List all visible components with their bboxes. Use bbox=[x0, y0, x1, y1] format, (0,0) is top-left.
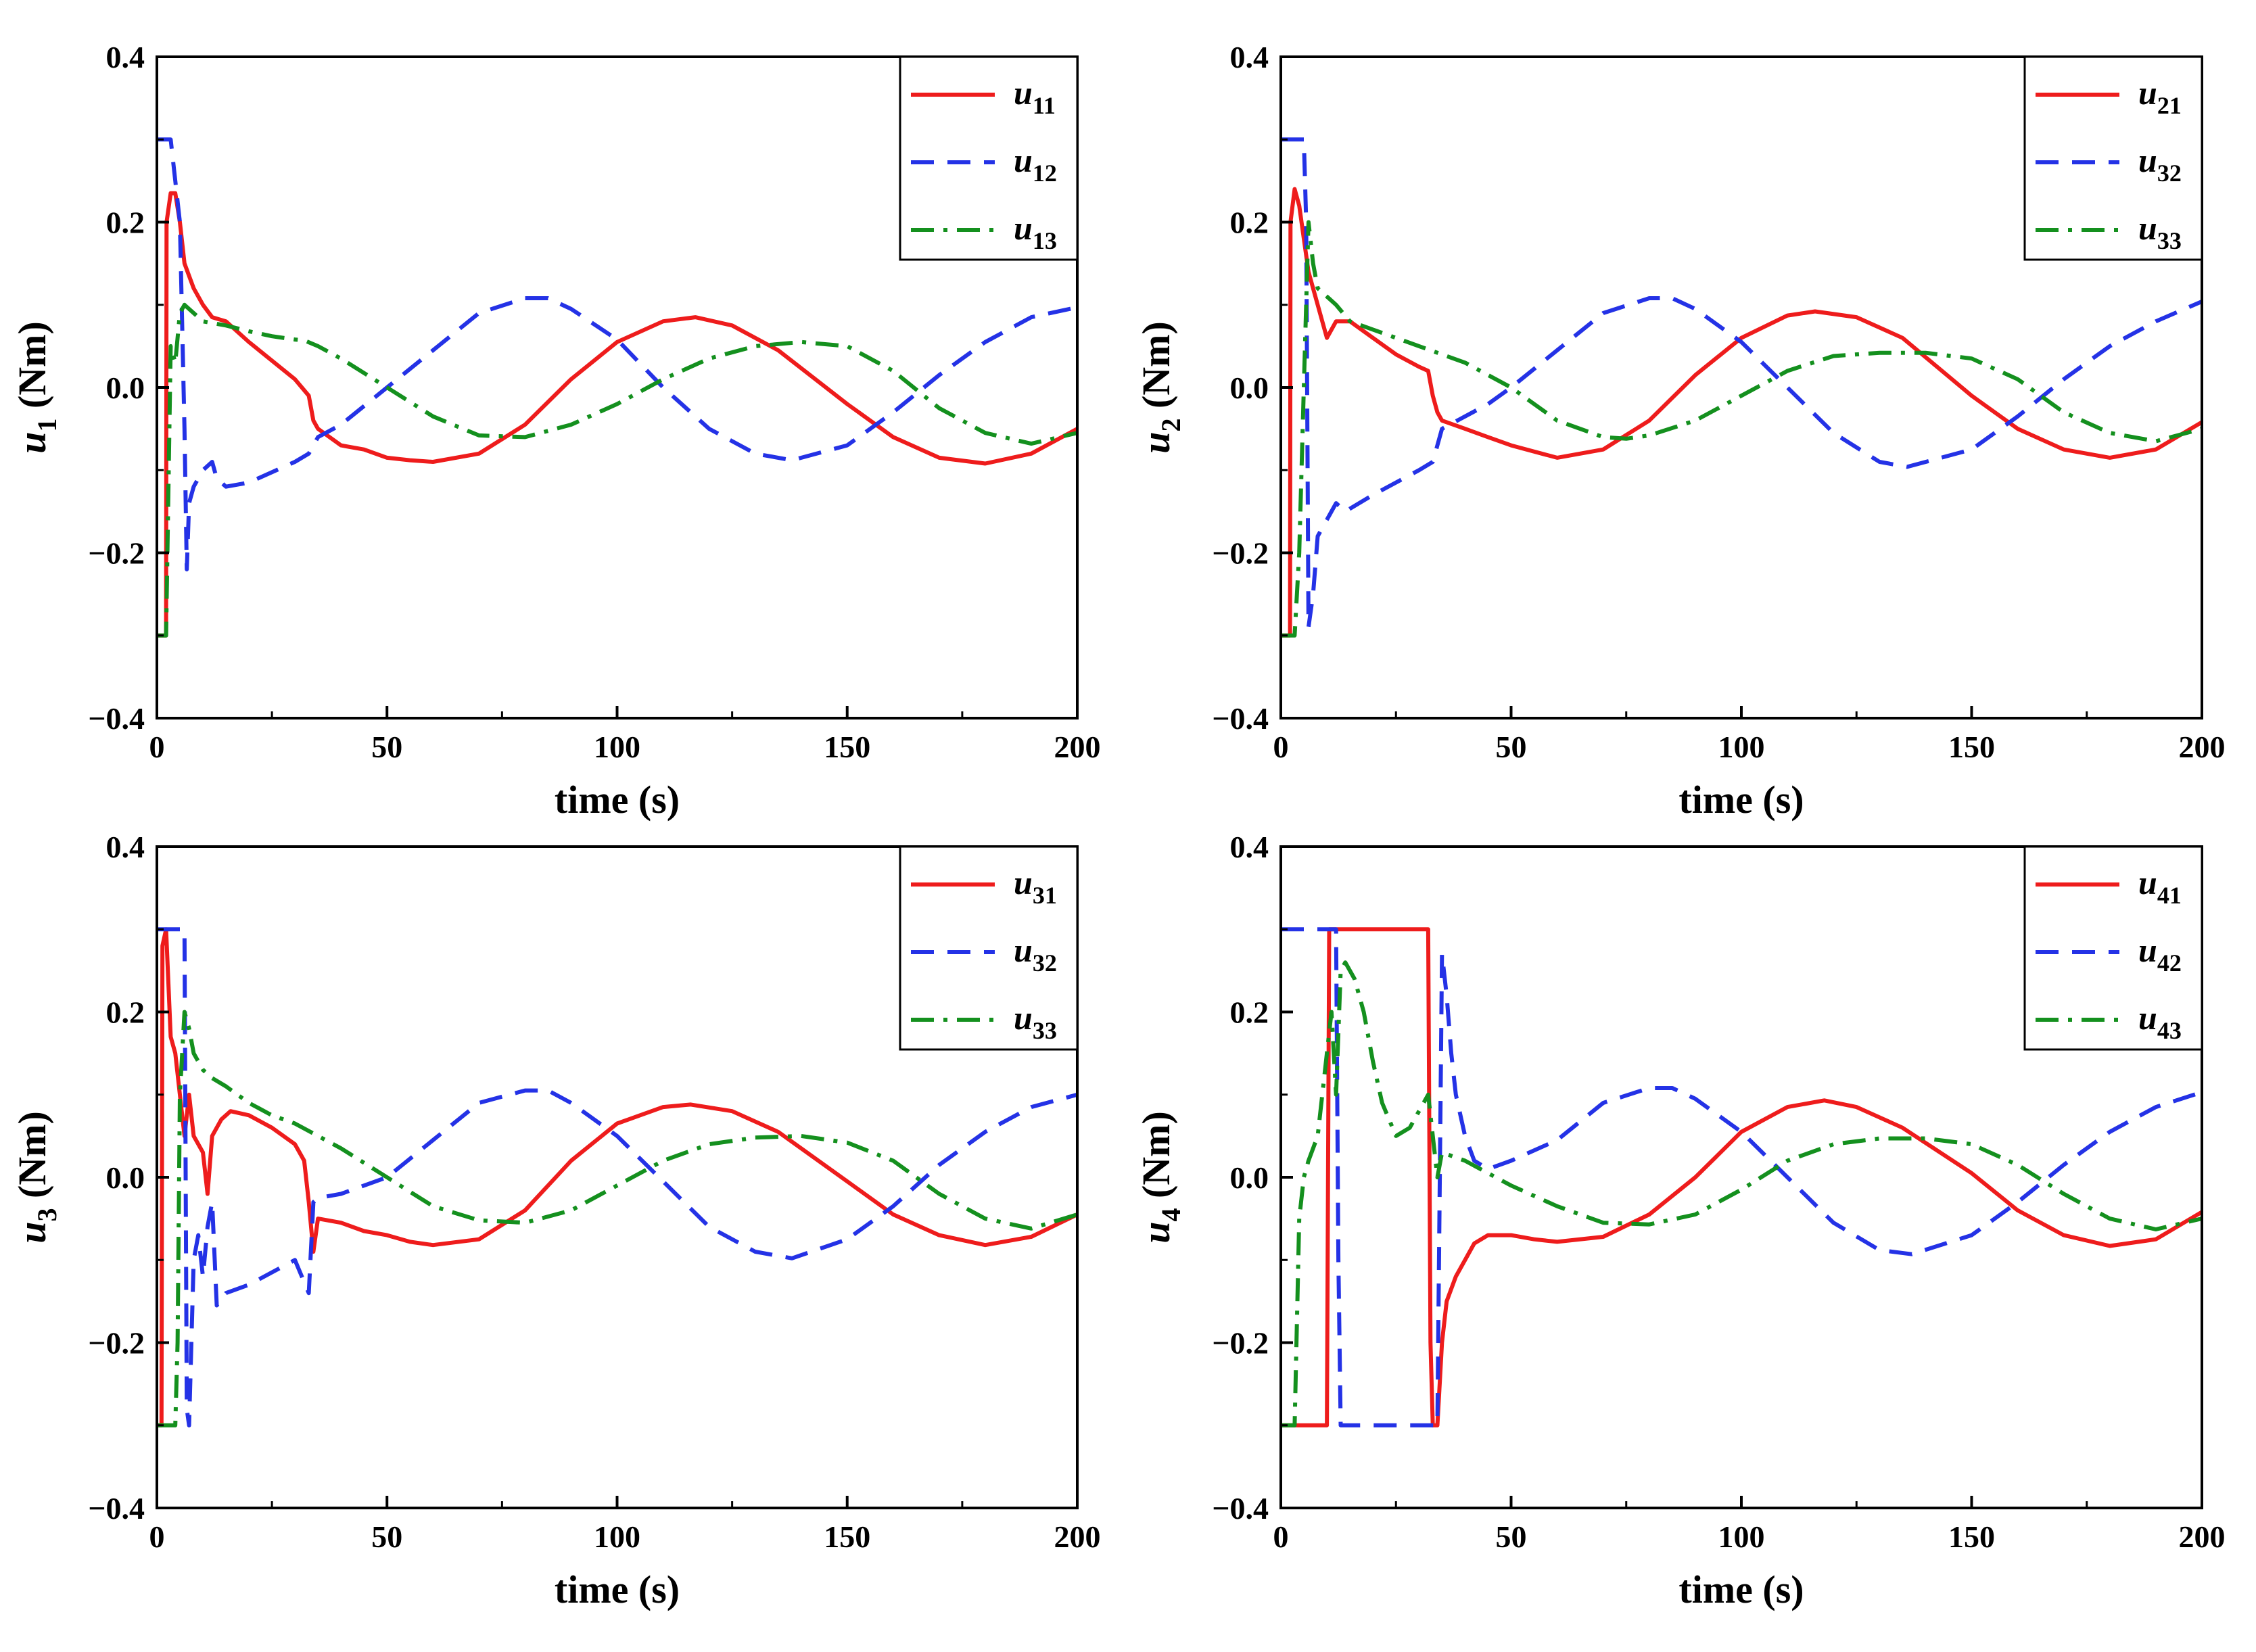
series-line-u12 bbox=[157, 137, 1077, 571]
x-tick-label: 50 bbox=[1496, 730, 1527, 764]
legend-label-u41: u41 bbox=[2138, 864, 2182, 909]
chart-panel-3: 0 50 100 150 200 −0.4 −0.2 0.0 0.2 0.4 time (s) u3 … bbox=[10, 830, 1101, 1611]
y-axis-label: u4 (Nm) bbox=[1134, 1111, 1186, 1244]
legend: u11 u12 u13 bbox=[899, 55, 1079, 261]
x-tick-label: 200 bbox=[2179, 730, 2226, 764]
y-tick-label: 0.4 bbox=[1230, 830, 1269, 864]
legend-box bbox=[899, 55, 1079, 261]
y-tick-label: −0.2 bbox=[88, 536, 145, 571]
x-tick-label: 50 bbox=[1496, 1519, 1527, 1554]
series-lines bbox=[157, 927, 1077, 1427]
y-tick-label: 0.2 bbox=[106, 995, 145, 1030]
x-tick-label: 0 bbox=[1273, 1519, 1289, 1554]
series-line-u33 bbox=[1281, 220, 2202, 638]
x-axis-label: time (s) bbox=[1678, 778, 1804, 822]
legend-box bbox=[2023, 845, 2203, 1051]
legend-label-u33: u33 bbox=[2138, 209, 2182, 254]
x-axis-label: time (s) bbox=[555, 1567, 680, 1611]
x-axis-label: time (s) bbox=[1678, 1567, 1804, 1611]
legend-label-u13: u13 bbox=[1014, 209, 1057, 254]
legend-box bbox=[899, 845, 1079, 1051]
y-tick-label: −0.4 bbox=[1212, 1491, 1269, 1526]
y-tick-label: 0.4 bbox=[106, 40, 145, 74]
x-tick-label: 50 bbox=[371, 730, 402, 764]
legend-box bbox=[2023, 55, 2203, 261]
legend: u31 u32 u33 bbox=[899, 845, 1079, 1051]
legend-label-u21: u21 bbox=[2138, 74, 2182, 119]
series-line-u41 bbox=[1281, 927, 2202, 1427]
y-tick-label: 0.2 bbox=[106, 206, 145, 240]
legend-label-u33: u33 bbox=[1014, 999, 1057, 1044]
series-line-u21 bbox=[1281, 187, 2202, 638]
series-lines bbox=[157, 137, 1077, 638]
x-tick-label: 0 bbox=[1273, 730, 1289, 764]
x-tick-label: 100 bbox=[594, 730, 640, 764]
y-tick-label: −0.2 bbox=[88, 1326, 145, 1361]
series-line-u42 bbox=[1281, 927, 2202, 1427]
y-tick-label: 0.4 bbox=[106, 830, 145, 864]
x-tick-label: 50 bbox=[371, 1519, 402, 1554]
x-tick-label: 0 bbox=[149, 1519, 165, 1554]
series-lines bbox=[1281, 137, 2202, 638]
x-tick-label: 150 bbox=[824, 1519, 870, 1554]
legend: u41 u42 u43 bbox=[2023, 845, 2203, 1051]
chart-panel-1: 0 50 100 150 200 −0.4 −0.2 0.0 0.2 0.4 time (s) u1 … bbox=[10, 40, 1101, 822]
legend-label-u12: u12 bbox=[1014, 141, 1057, 187]
y-tick-label: 0.0 bbox=[106, 1160, 145, 1195]
y-tick-label: −0.2 bbox=[1212, 536, 1269, 571]
y-tick-label: −0.4 bbox=[88, 1491, 145, 1526]
y-axis-label: u1 (Nm) bbox=[10, 321, 62, 454]
series-lines bbox=[1281, 927, 2202, 1427]
y-axis-label: u2 (Nm) bbox=[1134, 321, 1186, 454]
legend-label-u42: u42 bbox=[2138, 931, 2182, 976]
x-tick-label: 200 bbox=[1054, 1519, 1101, 1554]
x-tick-label: 100 bbox=[1718, 1519, 1765, 1554]
x-tick-label: 100 bbox=[1718, 730, 1765, 764]
chart-panel-2: 0 50 100 150 200 −0.4 −0.2 0.0 0.2 0.4 time (s) u2 … bbox=[1134, 40, 2226, 822]
series-line-u32 bbox=[157, 927, 1077, 1427]
y-tick-label: 0.0 bbox=[1230, 371, 1269, 405]
y-tick-label: −0.2 bbox=[1212, 1326, 1269, 1361]
chart-panel-4: 0 50 100 150 200 −0.4 −0.2 0.0 0.2 0.4 time (s) u4 … bbox=[1134, 830, 2226, 1611]
x-tick-label: 100 bbox=[594, 1519, 640, 1554]
series-line-u31 bbox=[157, 927, 1077, 1427]
series-line-u32 bbox=[1281, 137, 2202, 630]
x-tick-label: 200 bbox=[1054, 730, 1101, 764]
y-tick-label: 0.2 bbox=[1230, 206, 1269, 240]
series-line-u33 bbox=[157, 1010, 1077, 1427]
legend-label-u32: u32 bbox=[2138, 141, 2182, 187]
y-tick-label: −0.4 bbox=[88, 701, 145, 736]
y-axis-label: u3 (Nm) bbox=[10, 1111, 62, 1244]
y-tick-label: 0.0 bbox=[1230, 1160, 1269, 1195]
y-tick-label: −0.4 bbox=[1212, 701, 1269, 736]
legend-label-u32: u32 bbox=[1014, 931, 1057, 976]
legend-label-u43: u43 bbox=[2138, 999, 2182, 1044]
x-tick-label: 200 bbox=[2179, 1519, 2226, 1554]
legend: u21 u32 u33 bbox=[2023, 55, 2203, 261]
x-tick-label: 0 bbox=[149, 730, 165, 764]
legend-label-u31: u31 bbox=[1014, 864, 1057, 909]
x-tick-label: 150 bbox=[824, 730, 870, 764]
y-tick-label: 0.4 bbox=[1230, 40, 1269, 74]
series-line-u43 bbox=[1281, 960, 2202, 1427]
x-tick-label: 150 bbox=[1948, 1519, 1995, 1554]
x-axis-label: time (s) bbox=[555, 778, 680, 822]
legend-label-u11: u11 bbox=[1014, 74, 1056, 119]
series-line-u13 bbox=[157, 302, 1077, 638]
y-tick-label: 0.2 bbox=[1230, 995, 1269, 1030]
x-tick-label: 150 bbox=[1948, 730, 1995, 764]
y-tick-label: 0.0 bbox=[106, 371, 145, 405]
